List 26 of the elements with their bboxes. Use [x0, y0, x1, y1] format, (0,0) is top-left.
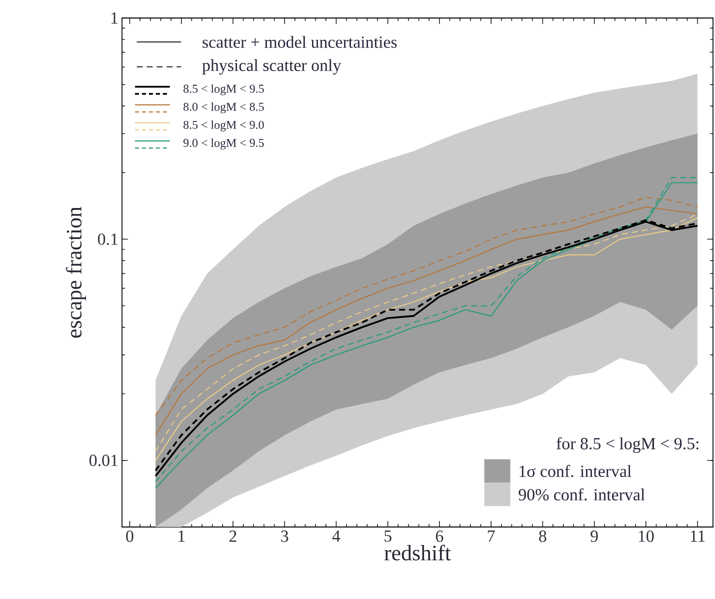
y-tick-label: 0.01 [89, 454, 118, 466]
x-tick-label: 2 [229, 530, 236, 542]
y-tick-label: 0.1 [98, 233, 118, 245]
x-tick-label: 1 [178, 530, 185, 542]
x-tick-label: 0 [126, 530, 134, 542]
y-tick-label: 1 [111, 12, 118, 24]
legend-label: 8.5 < logM < 9.5 [184, 84, 264, 96]
x-tick-label: 11 [690, 530, 705, 542]
x-axis-title: redshift [384, 544, 451, 560]
legend-label: 9.0 < logM < 9.5 [183, 138, 264, 150]
x-tick-label: 7 [488, 530, 495, 542]
annotation: scatter + model uncertainties [202, 36, 397, 48]
y-axis-title: escape fraction [66, 206, 86, 338]
legend-label: 1σ conf. interval [520, 464, 632, 478]
legend-label: 8.0 < logM < 8.5 [184, 102, 264, 114]
x-tick-label: 5 [384, 530, 392, 542]
x-tick-label: 6 [436, 530, 444, 542]
legend-label: 8.5 < logM < 9.0 [184, 120, 264, 132]
x-tick-label: 9 [590, 530, 598, 542]
x-tick-label: 8 [539, 530, 546, 542]
x-tick-label: 10 [638, 530, 654, 542]
legend-title: for 8.5 < logM < 9.5: [556, 437, 698, 453]
annotation: physical scatter only [202, 59, 342, 75]
x-tick-label: 4 [332, 530, 340, 542]
x-tick-label: 3 [281, 530, 288, 542]
legend-label: 90% conf. interval [518, 488, 645, 501]
